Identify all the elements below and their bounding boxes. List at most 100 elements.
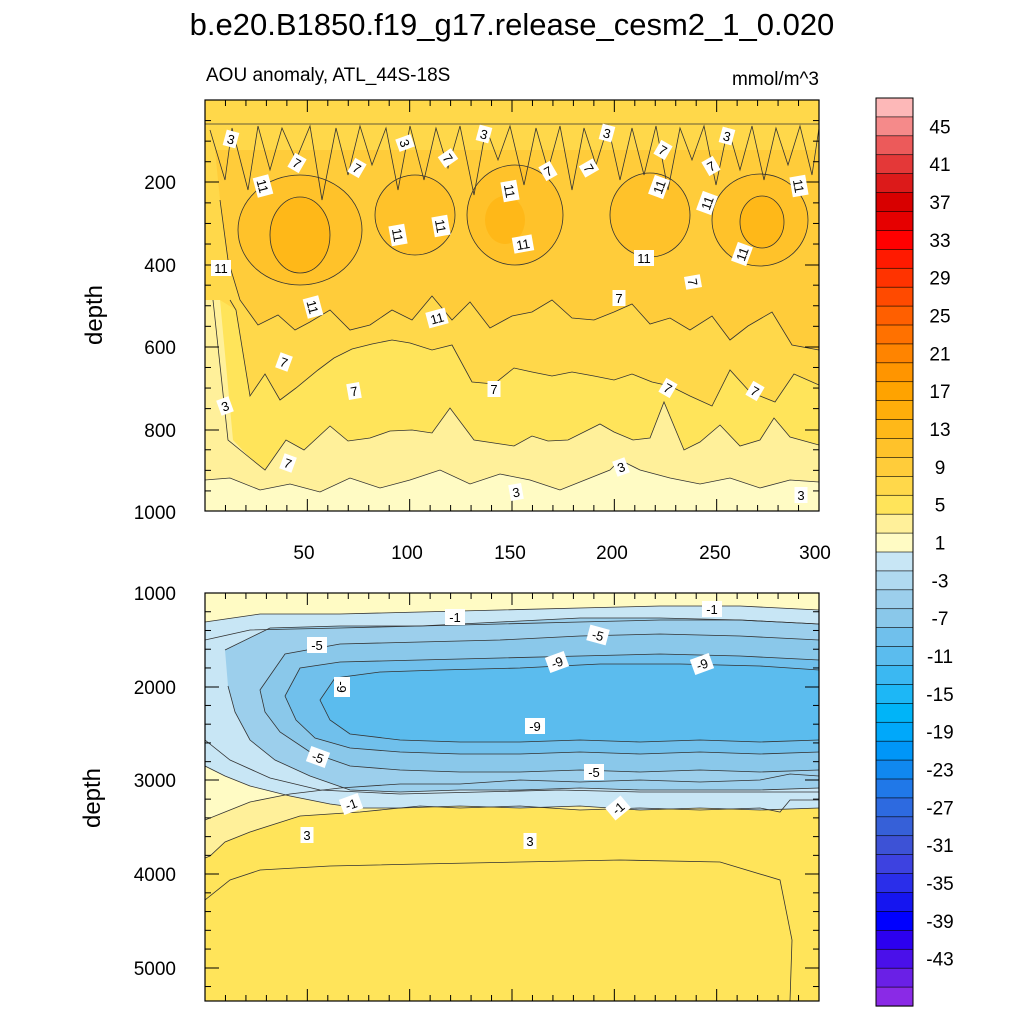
svg-text:3: 3 xyxy=(219,398,231,415)
contour-line-11-c xyxy=(466,164,564,266)
svg-text:11: 11 xyxy=(501,183,518,199)
colorbar-tick-label: 21 xyxy=(929,344,950,365)
svg-text:3: 3 xyxy=(478,126,489,142)
contour-label: 7 xyxy=(487,381,501,397)
svg-text:-1: -1 xyxy=(706,602,718,617)
contour-label: 3 xyxy=(222,129,240,149)
contour-line-neg3 xyxy=(205,619,819,795)
svg-text:7: 7 xyxy=(684,277,700,287)
contour-line-11-b xyxy=(374,174,456,256)
lower-contour-labels: -1 -1 -5 -5 -9 -9 -9 -9 -5 -5 -1 -1 3 3 xyxy=(300,601,722,849)
contour-label: 7 xyxy=(347,157,367,179)
contour-label: 3 xyxy=(508,482,524,502)
colorbar-tick-label: 41 xyxy=(929,155,950,176)
svg-text:11: 11 xyxy=(733,245,752,263)
contour-label: 7 xyxy=(287,152,307,174)
svg-text:-5: -5 xyxy=(588,765,600,780)
contour-line-1 xyxy=(205,773,819,821)
contour-line-neg5 xyxy=(224,617,819,793)
colorbar-swatch xyxy=(875,948,914,969)
contour-label: 7 xyxy=(653,139,673,161)
contour-label: 3 xyxy=(395,134,415,152)
contour-label: -1 xyxy=(605,795,631,821)
upper-xtick-label: 300 xyxy=(799,543,831,564)
lower-ytick-label: 2000 xyxy=(134,678,176,699)
fill-level-neg11 xyxy=(320,664,819,742)
chart-title: b.e20.B1850.f19_g17.release_cesm2_1_0.02… xyxy=(190,7,835,42)
colorbar-tick-label: 37 xyxy=(929,193,950,214)
contour-label: 3 xyxy=(475,124,493,144)
colorbar-swatch xyxy=(875,154,914,175)
colorbar-swatch xyxy=(875,759,914,780)
colorbar-swatch xyxy=(875,305,914,326)
colorbar-tick-label: -39 xyxy=(926,912,953,933)
contour-label: 3 xyxy=(718,126,736,146)
colorbar-swatch xyxy=(875,513,914,534)
colorbar-tick-labels: 45 41 37 33 29 25 21 17 13 9 5 1 -3 -7 -11 -15 -19 -23 -27… xyxy=(926,117,953,970)
colorbar-tick-label: 29 xyxy=(929,269,950,290)
colorbar-tick-label: -7 xyxy=(932,609,949,630)
svg-text:-9: -9 xyxy=(549,653,565,671)
colorbar-swatch xyxy=(875,381,914,402)
colorbar-swatch xyxy=(875,476,914,496)
colorbar-tick-label: -11 xyxy=(927,647,953,668)
colorbar-tick-label: -31 xyxy=(926,836,953,857)
contour-label: 7 xyxy=(346,381,362,401)
svg-text:11: 11 xyxy=(790,178,807,194)
colorbar-tick-label: 13 xyxy=(929,420,950,441)
lower-ylabel: depth xyxy=(79,768,106,828)
contour-label: 3 xyxy=(300,827,314,843)
svg-text:-9: -9 xyxy=(529,719,541,734)
upper-ylabel: depth xyxy=(81,285,108,345)
upper-ytick-label: 400 xyxy=(144,256,176,277)
colorbar-swatch xyxy=(875,324,914,345)
contour-label: 3 xyxy=(523,833,537,849)
colorbar-swatch xyxy=(875,835,914,856)
svg-text:11: 11 xyxy=(214,261,228,276)
colorbar-tick-label: 33 xyxy=(929,231,950,252)
contour-label: 7 xyxy=(683,274,703,290)
contour-line-neg9 xyxy=(284,653,819,755)
colorbar-swatch xyxy=(875,457,914,477)
contour-label: -5 xyxy=(307,637,327,653)
svg-text:3: 3 xyxy=(615,459,627,476)
contour-label: 7 xyxy=(658,377,678,399)
colorbar-swatch xyxy=(875,551,914,572)
contour-label: 11 xyxy=(696,190,718,216)
upper-contours xyxy=(205,123,819,493)
colorbar-tick-label: -43 xyxy=(926,950,953,971)
upper-ytick-label: 200 xyxy=(144,173,176,194)
colorbar-swatch xyxy=(875,570,914,591)
contour-line-11-e xyxy=(711,173,809,267)
svg-text:7: 7 xyxy=(490,382,497,397)
svg-text:11: 11 xyxy=(389,227,406,243)
svg-text:3: 3 xyxy=(721,128,732,144)
colorbar-swatch xyxy=(875,438,914,459)
colorbar-swatch xyxy=(875,816,914,837)
colorbar-swatch xyxy=(875,192,914,213)
upper-xtick-label: 100 xyxy=(391,543,423,564)
colorbar-swatch xyxy=(875,286,914,307)
colorbar-swatch xyxy=(875,740,914,761)
svg-text:7: 7 xyxy=(282,455,294,472)
colorbar-tick-label: 9 xyxy=(935,458,946,479)
contour-label: -1 xyxy=(338,793,364,815)
chart-subtitle: AOU anomaly, ATL_44S-18S xyxy=(206,65,450,86)
svg-text:11: 11 xyxy=(515,236,531,253)
colorbar-swatch xyxy=(875,97,914,118)
contour-label: 7 xyxy=(437,148,459,168)
upper-xtick-label: 200 xyxy=(596,543,628,564)
contour-label: -9 xyxy=(544,651,570,673)
upper-ytick-label: 800 xyxy=(144,421,176,442)
contour-label: 3 xyxy=(216,396,234,416)
contour-label: 3 xyxy=(612,457,630,477)
colorbar-swatch xyxy=(875,419,914,440)
colorbar-swatch xyxy=(875,211,914,232)
lower-ytick-label: 4000 xyxy=(134,865,176,886)
contour-label: -9 xyxy=(689,653,715,675)
contour-line-neg11 xyxy=(319,663,819,743)
upper-contour-labels: 3 33 3 337 777 777111111111111111111711111111… xyxy=(211,123,809,503)
contour-label: 11 xyxy=(388,223,408,247)
colorbar-tick-label: -19 xyxy=(926,723,953,744)
colorbar-swatch xyxy=(875,173,914,194)
